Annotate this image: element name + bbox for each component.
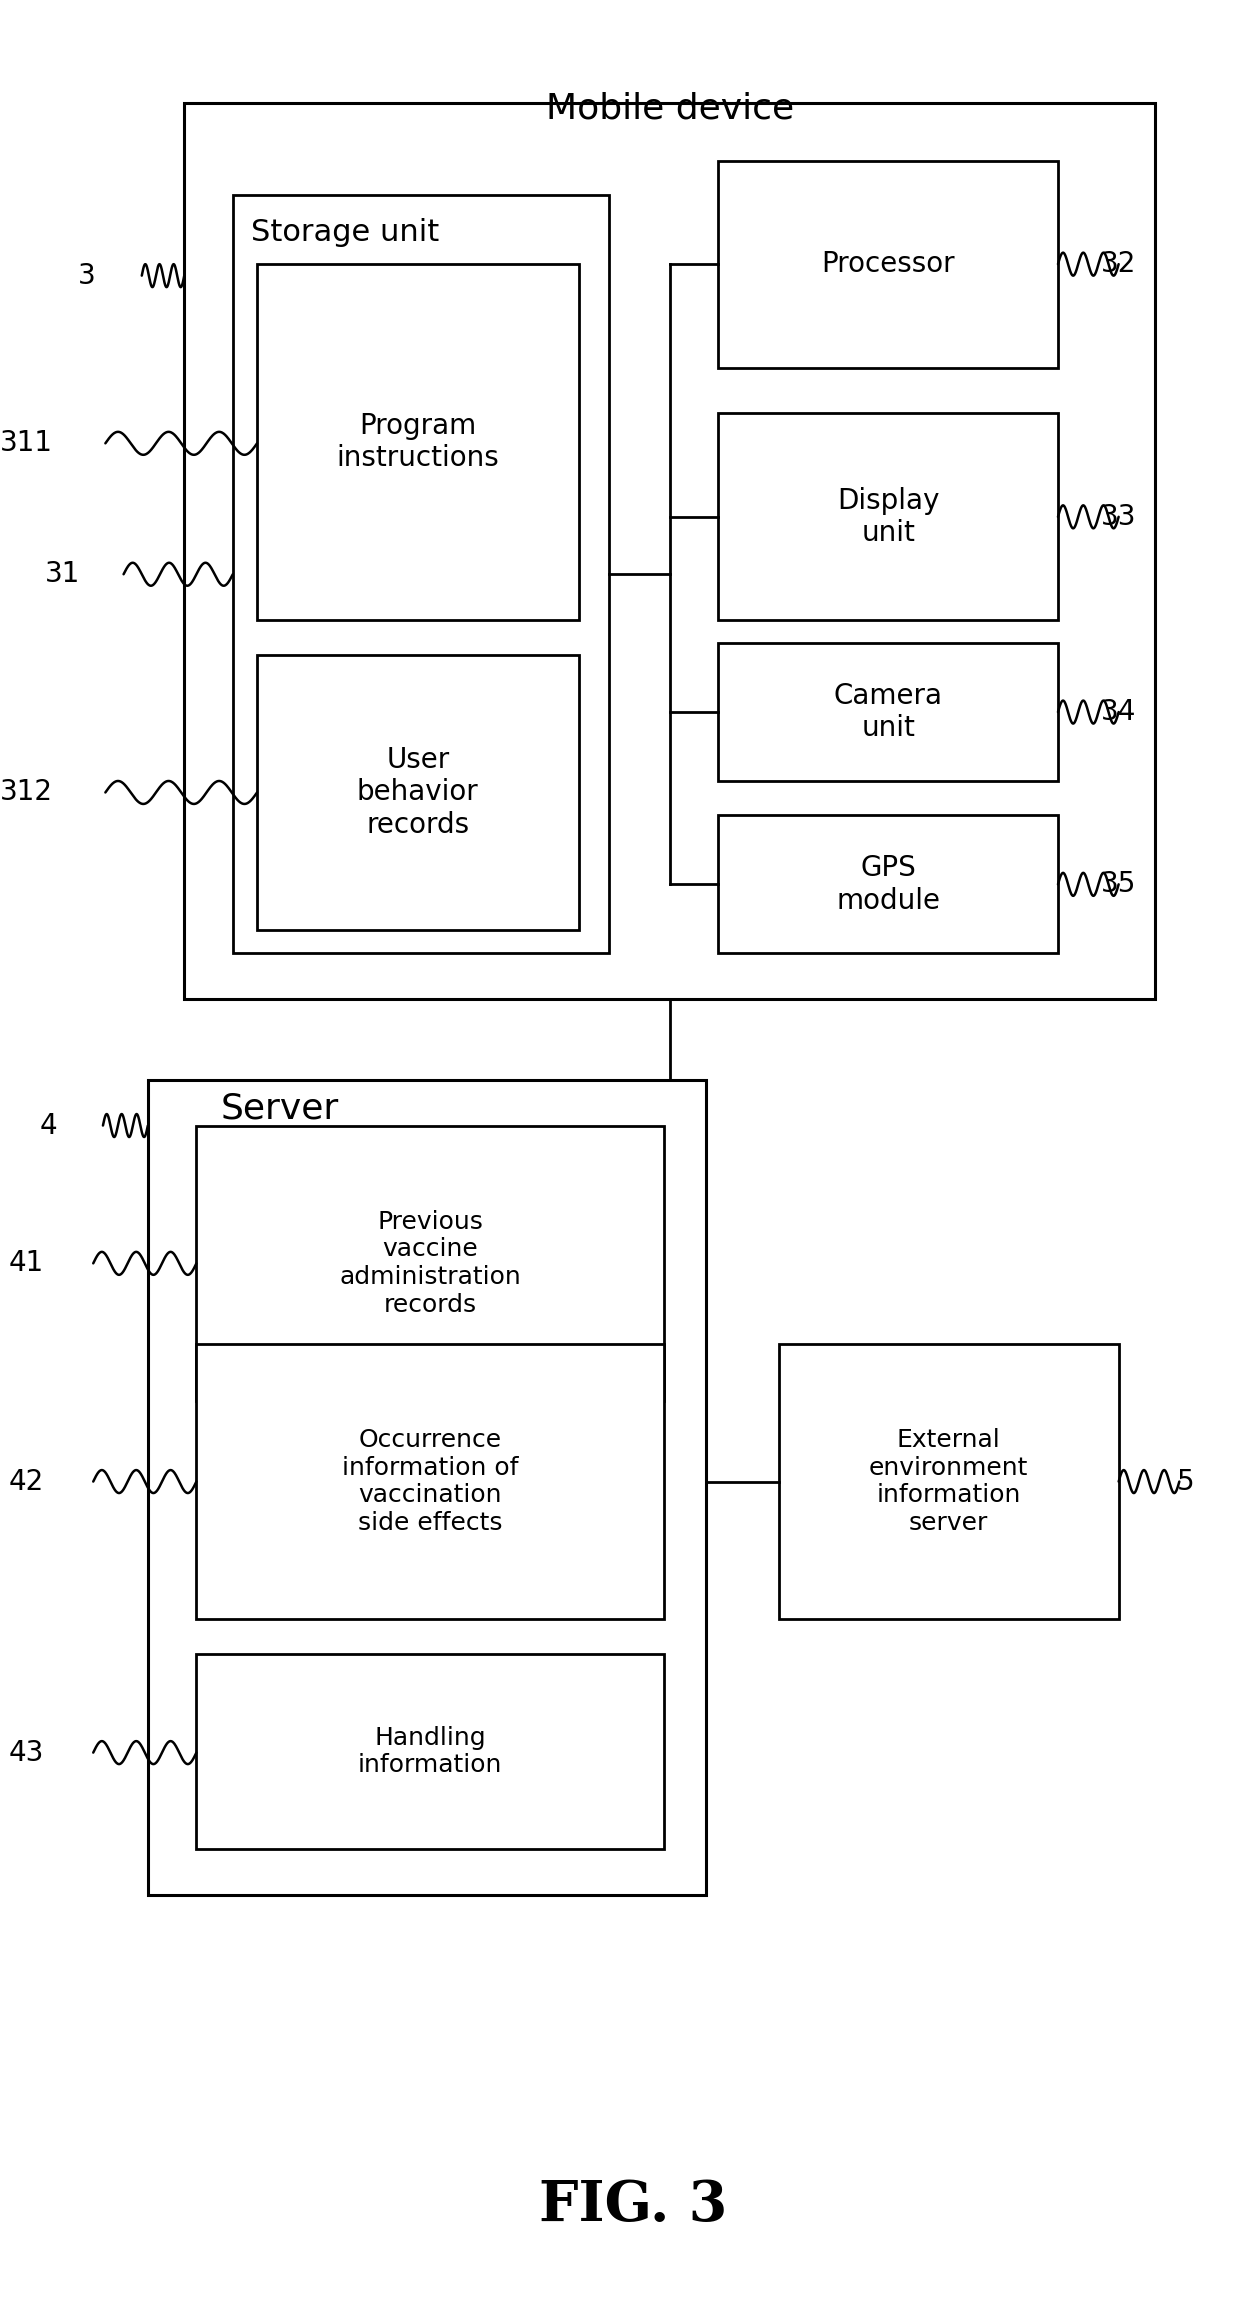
Text: Program
instructions: Program instructions xyxy=(336,411,500,473)
Text: FIG. 3: FIG. 3 xyxy=(539,2178,728,2233)
Text: Camera
unit: Camera unit xyxy=(833,682,942,742)
Text: Server: Server xyxy=(221,1091,339,1126)
Text: External
environment
information
server: External environment information server xyxy=(869,1429,1028,1534)
Text: 43: 43 xyxy=(9,1739,45,1766)
FancyBboxPatch shape xyxy=(185,103,1154,999)
FancyBboxPatch shape xyxy=(257,655,579,930)
Text: 5: 5 xyxy=(1177,1468,1194,1495)
FancyBboxPatch shape xyxy=(718,815,1058,953)
FancyBboxPatch shape xyxy=(718,161,1058,368)
Text: 33: 33 xyxy=(1101,503,1136,531)
Text: Previous
vaccine
administration
records: Previous vaccine administration records xyxy=(339,1211,521,1316)
Text: Handling
information: Handling information xyxy=(358,1725,502,1778)
Text: 42: 42 xyxy=(9,1468,45,1495)
Text: 32: 32 xyxy=(1101,250,1136,278)
Text: 3: 3 xyxy=(78,262,95,289)
Text: 31: 31 xyxy=(45,560,81,588)
Text: 311: 311 xyxy=(0,430,53,457)
Text: 4: 4 xyxy=(40,1112,57,1139)
Text: 34: 34 xyxy=(1101,698,1136,726)
FancyBboxPatch shape xyxy=(779,1344,1118,1619)
FancyBboxPatch shape xyxy=(718,413,1058,620)
Text: Display
unit: Display unit xyxy=(837,487,939,547)
Text: 312: 312 xyxy=(0,779,53,806)
FancyBboxPatch shape xyxy=(718,643,1058,781)
FancyBboxPatch shape xyxy=(196,1654,663,1849)
Text: Occurrence
information of
vaccination
side effects: Occurrence information of vaccination si… xyxy=(342,1429,518,1534)
Text: GPS
module: GPS module xyxy=(836,854,940,914)
FancyBboxPatch shape xyxy=(257,264,579,620)
Text: User
behavior
records: User behavior records xyxy=(357,747,479,838)
Text: Storage unit: Storage unit xyxy=(250,218,439,248)
FancyBboxPatch shape xyxy=(233,195,609,953)
Text: 35: 35 xyxy=(1101,871,1136,898)
Text: 41: 41 xyxy=(9,1250,45,1277)
Text: Mobile device: Mobile device xyxy=(546,92,794,126)
Text: Processor: Processor xyxy=(821,250,955,278)
FancyBboxPatch shape xyxy=(196,1344,663,1619)
FancyBboxPatch shape xyxy=(148,1080,706,1895)
FancyBboxPatch shape xyxy=(196,1126,663,1401)
